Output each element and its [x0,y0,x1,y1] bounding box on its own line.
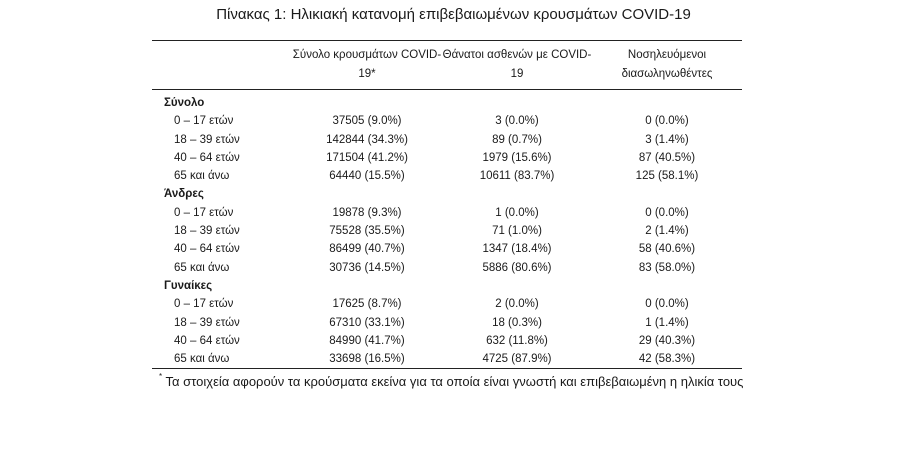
deaths-cell: 5886 (80.6%) [482,261,552,274]
intubated-cell: 58 (40.6%) [638,243,696,256]
intubated-cell: 0 (0.0%) [645,206,689,219]
footnote-text: Τα στοιχεία αφορούν τα κρούσματα εκείνα … [165,374,744,389]
deaths-cell: 1 (0.0%) [495,206,539,219]
age-label: 65 και άνω [174,353,230,366]
table-row: 40 – 64 ετών 84990 (41.7%) 632 (11.8%) 29 (… [152,332,742,350]
group-row: Σύνολο [152,90,742,113]
intubated-cell: 125 (58.1%) [635,170,699,183]
table-row: 65 και άνω 30736 (14.5%) 5886 (80.6%) 83 (5… [152,259,742,277]
header-intubated: Νοσηλευόμενοι διασωληνωθέντες [621,49,713,80]
intubated-cell: 1 (1.4%) [645,316,689,329]
deaths-cell: 1979 (15.6%) [482,151,552,164]
cases-cell: 33698 (16.5%) [329,353,405,366]
cases-cell: 37505 (9.0%) [332,115,402,128]
table-row: 40 – 64 ετών 86499 (40.7%) 1347 (18.4%) 58 … [152,240,742,258]
group-label: Σύνολο [164,97,205,109]
table-row: 18 – 39 ετών 75528 (35.5%) 71 (1.0%) 2 (1.4… [152,222,742,240]
table-row: 0 – 17 ετών 37505 (9.0%) 3 (0.0%) 0 (0.0%) [152,112,742,130]
table-body: Σύνολο 0 – 17 ετών 37505 (9.0%) 3 (0.0%) 0 (… [152,90,742,369]
cases-cell: 75528 (35.5%) [329,225,405,238]
deaths-cell: 4725 (87.9%) [482,353,552,366]
deaths-cell: 89 (0.7%) [492,133,542,146]
intubated-cell: 3 (1.4%) [645,133,689,146]
cases-cell: 19878 (9.3%) [332,206,402,219]
age-label: 65 και άνω [174,170,230,183]
deaths-cell: 71 (1.0%) [492,225,542,238]
intubated-cell: 29 (40.3%) [638,334,696,347]
intubated-cell: 87 (40.5%) [638,151,696,164]
intubated-cell: 0 (0.0%) [645,298,689,311]
age-label: 18 – 39 ετών [174,316,240,329]
age-label: 40 – 64 ετών [174,151,240,164]
age-label: 0 – 17 ετών [174,298,234,311]
cases-cell: 17625 (8.7%) [332,298,402,311]
cases-cell: 142844 (34.3%) [326,133,408,146]
table-row: 18 – 39 ετών 67310 (33.1%) 18 (0.3%) 1 (1.4… [152,314,742,332]
table-row: 0 – 17 ετών 19878 (9.3%) 1 (0.0%) 0 (0.0%) [152,204,742,222]
header-total-cases: Σύνολο κρουσμάτων COVID-19* [292,49,442,80]
deaths-cell: 2 (0.0%) [495,298,539,311]
intubated-cell: 2 (1.4%) [645,225,689,238]
table-row: 40 – 64 ετών 171504 (41.2%) 1979 (15.6%) 87… [152,149,742,167]
table-row: 18 – 39 ετών 142844 (34.3%) 89 (0.7%) 3 (1.… [152,131,742,149]
age-label: 40 – 64 ετών [174,334,240,347]
footnote: * Τα στοιχεία αφορούν τα κρούσματα εκείν… [159,372,744,389]
age-label: 65 και άνω [174,261,230,274]
deaths-cell: 1347 (18.4%) [482,243,552,256]
age-label: 18 – 39 ετών [174,225,240,238]
cases-cell: 84990 (41.7%) [329,334,405,347]
deaths-cell: 632 (11.8%) [486,334,548,347]
group-label: Γυναίκες [164,279,213,292]
table-row: 65 και άνω 64440 (15.5%) 10611 (83.7%) 125 … [152,167,742,185]
group-row: Άνδρες [152,185,742,203]
intubated-cell: 0 (0.0%) [645,115,689,128]
cases-cell: 86499 (40.7%) [329,243,405,256]
table-row: 0 – 17 ετών 17625 (8.7%) 2 (0.0%) 0 (0.0%) [152,295,742,313]
header-row: Σύνολο κρουσμάτων COVID-19* Θάνατοι ασθε… [152,40,742,90]
age-distribution-table: Σύνολο κρουσμάτων COVID-19* Θάνατοι ασθε… [152,40,742,369]
deaths-cell: 18 (0.3%) [492,316,542,329]
header-deaths: Θάνατοι ασθενών με COVID-19 [442,49,592,80]
intubated-cell: 83 (58.0%) [638,261,696,274]
footnote-mark: * [159,372,163,381]
age-label: 18 – 39 ετών [174,133,240,146]
intubated-cell: 42 (58.3%) [638,353,696,366]
table-title: Πίνακας 1: Ηλικιακή κατανομή επιβεβαιωμέ… [216,6,691,23]
table-row: 65 και άνω 33698 (16.5%) 4725 (87.9%) 42 (5… [152,350,742,369]
age-label: 40 – 64 ετών [174,243,240,256]
group-row: Γυναίκες [152,277,742,295]
age-label: 0 – 17 ετών [174,115,234,128]
cases-cell: 64440 (15.5%) [329,170,405,183]
header-empty-cell [152,41,292,90]
deaths-cell: 10611 (83.7%) [479,170,555,183]
age-label: 0 – 17 ετών [174,206,234,219]
cases-cell: 30736 (14.5%) [329,261,405,274]
deaths-cell: 3 (0.0%) [495,115,539,128]
cases-cell: 67310 (33.1%) [329,316,405,329]
group-label: Άνδρες [164,188,204,201]
cases-cell: 171504 (41.2%) [326,151,408,164]
